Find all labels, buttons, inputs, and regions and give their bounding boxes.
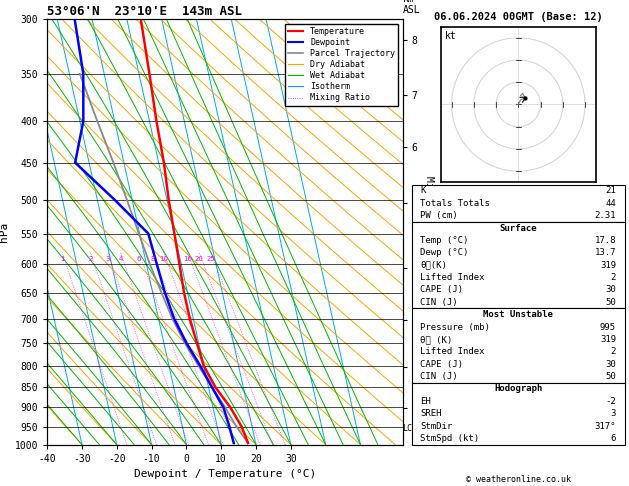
Text: 16: 16 [183, 256, 192, 262]
Legend: Temperature, Dewpoint, Parcel Trajectory, Dry Adiabat, Wet Adiabat, Isotherm, Mi: Temperature, Dewpoint, Parcel Trajectory… [285, 24, 398, 106]
Text: 6: 6 [611, 434, 616, 443]
Text: θᴇ(K): θᴇ(K) [421, 260, 447, 270]
Text: 319: 319 [600, 335, 616, 344]
Text: 30: 30 [605, 285, 616, 295]
Text: km
ASL: km ASL [403, 0, 420, 15]
Text: CAPE (J): CAPE (J) [421, 285, 464, 295]
Text: 8: 8 [150, 256, 155, 262]
Text: Surface: Surface [499, 224, 537, 232]
Text: 53°06'N  23°10'E  143m ASL: 53°06'N 23°10'E 143m ASL [47, 5, 242, 18]
Text: StmSpd (kt): StmSpd (kt) [421, 434, 480, 443]
Bar [412, 222, 625, 309]
Text: 21: 21 [605, 186, 616, 195]
Text: 50: 50 [605, 372, 616, 381]
Text: Lifted Index: Lifted Index [421, 273, 485, 282]
Text: PW (cm): PW (cm) [421, 211, 458, 220]
Y-axis label: hPa: hPa [0, 222, 9, 242]
Text: -2: -2 [605, 397, 616, 406]
Text: θᴇ (K): θᴇ (K) [421, 335, 453, 344]
Text: StmDir: StmDir [421, 422, 453, 431]
Text: 25: 25 [207, 256, 215, 262]
Text: 3: 3 [106, 256, 110, 262]
Text: 13.7: 13.7 [594, 248, 616, 257]
Text: Temp (°C): Temp (°C) [421, 236, 469, 245]
Text: 995: 995 [600, 323, 616, 331]
Bar [412, 185, 625, 222]
Text: 44: 44 [605, 199, 616, 208]
Text: CAPE (J): CAPE (J) [421, 360, 464, 369]
Text: Hodograph: Hodograph [494, 384, 542, 394]
Text: 30: 30 [605, 360, 616, 369]
Text: Dewp (°C): Dewp (°C) [421, 248, 469, 257]
Text: 50: 50 [605, 298, 616, 307]
Text: Pressure (mb): Pressure (mb) [421, 323, 491, 331]
Text: 3: 3 [611, 409, 616, 418]
Text: CIN (J): CIN (J) [421, 298, 458, 307]
Text: 2: 2 [611, 273, 616, 282]
Text: 319: 319 [600, 260, 616, 270]
Text: Totals Totals: Totals Totals [421, 199, 491, 208]
Text: SREH: SREH [421, 409, 442, 418]
Text: © weatheronline.co.uk: © weatheronline.co.uk [466, 474, 571, 484]
Text: 6: 6 [137, 256, 142, 262]
Text: 2: 2 [88, 256, 92, 262]
Bar [412, 383, 625, 445]
Text: Lifted Index: Lifted Index [421, 347, 485, 356]
Text: 1: 1 [60, 256, 64, 262]
Text: 17.8: 17.8 [594, 236, 616, 245]
Text: 317°: 317° [594, 422, 616, 431]
Text: 2: 2 [611, 347, 616, 356]
Text: LCL: LCL [403, 424, 418, 433]
Text: K: K [421, 186, 426, 195]
Text: 20: 20 [195, 256, 204, 262]
Text: Most Unstable: Most Unstable [483, 310, 554, 319]
Bar [412, 309, 625, 383]
X-axis label: Dewpoint / Temperature (°C): Dewpoint / Temperature (°C) [134, 469, 316, 479]
Text: 4: 4 [118, 256, 123, 262]
Text: 06.06.2024 00GMT (Base: 12): 06.06.2024 00GMT (Base: 12) [434, 12, 603, 22]
Text: CIN (J): CIN (J) [421, 372, 458, 381]
Text: kt: kt [445, 32, 457, 41]
Text: 2.31: 2.31 [594, 211, 616, 220]
Text: EH: EH [421, 397, 431, 406]
Y-axis label: Mixing Ratio (g/kg): Mixing Ratio (g/kg) [424, 176, 434, 288]
Text: 10: 10 [159, 256, 168, 262]
